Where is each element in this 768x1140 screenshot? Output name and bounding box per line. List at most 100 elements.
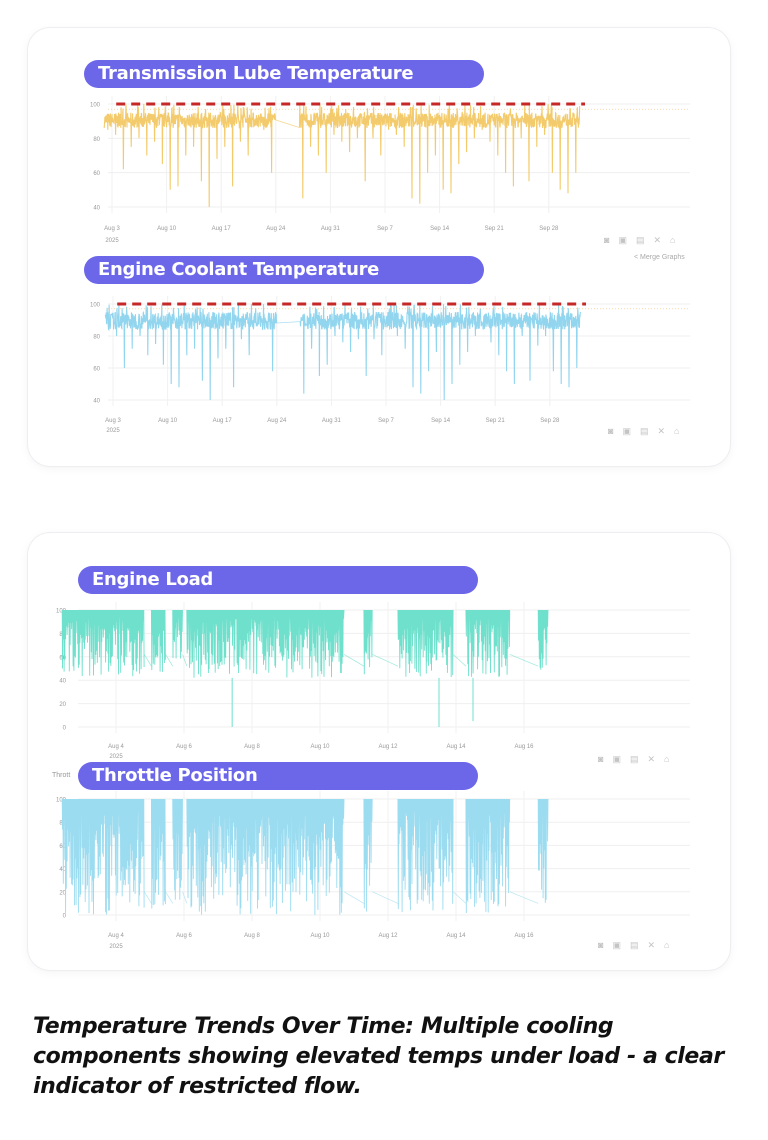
y-tick-label: 60 xyxy=(93,367,100,373)
series-gap-line xyxy=(144,654,152,667)
zoom-icon[interactable]: ▣ xyxy=(612,940,621,950)
x-tick-label: Aug 8 xyxy=(244,933,260,939)
series-gap-line xyxy=(452,891,467,904)
autoscale-icon[interactable]: ▤ xyxy=(635,235,645,245)
series-line xyxy=(150,798,166,909)
camera-icon[interactable]: ◙ xyxy=(598,940,604,950)
series-gap-line xyxy=(165,654,173,667)
series-gap-line xyxy=(182,891,188,904)
x-tick-label: Aug 14 xyxy=(446,744,466,750)
reset-icon[interactable]: ✕ xyxy=(647,754,656,764)
x-tick-label: Aug 6 xyxy=(176,933,192,939)
throttle-axis-title: Thrott xyxy=(52,772,71,779)
series-line xyxy=(172,798,183,900)
x-tick-label: Sep 14 xyxy=(430,226,450,232)
series-line xyxy=(61,798,145,915)
chart-title-throttle: Throttle Position xyxy=(78,762,478,790)
home-icon[interactable]: ⌂ xyxy=(664,754,670,764)
chart-title-engine-load: Engine Load xyxy=(78,566,478,594)
series-line xyxy=(363,798,373,912)
temperature-card xyxy=(28,28,730,466)
y-tick-label: 40 xyxy=(93,399,100,405)
merge-graphs-label: Merge Graphs xyxy=(640,254,685,261)
x-tick-label: Aug 31 xyxy=(321,226,341,232)
reset-icon[interactable]: ✕ xyxy=(653,235,662,245)
x-tick-label: Sep 21 xyxy=(485,226,505,232)
camera-icon[interactable]: ◙ xyxy=(598,754,604,764)
series-line xyxy=(298,104,581,204)
x-tick-label: Sep 7 xyxy=(378,418,394,424)
autoscale-icon[interactable]: ▤ xyxy=(629,940,639,950)
reset-icon[interactable]: ✕ xyxy=(647,940,656,950)
merge-graphs-button[interactable]: < Merge Graphs xyxy=(634,254,685,261)
figure-caption: Temperature Trends Over Time: Multiple c… xyxy=(33,1014,724,1099)
x-tick-label: Aug 14 xyxy=(446,933,466,939)
zoom-icon[interactable]: ▣ xyxy=(622,426,631,436)
y-tick-label: 100 xyxy=(90,103,101,109)
chart-toolbar: ◙ ▣ ▤ ✕ ⌂ xyxy=(598,754,669,765)
zoom-icon[interactable]: ▣ xyxy=(612,754,621,764)
series-line xyxy=(537,609,549,670)
x-tick-label: Aug 17 xyxy=(213,418,233,424)
y-tick-label: 100 xyxy=(56,798,67,804)
x-year-label: 2025 xyxy=(109,754,123,760)
series-line xyxy=(537,798,549,903)
x-tick-label: Aug 3 xyxy=(104,226,120,232)
x-tick-label: Aug 17 xyxy=(212,226,232,232)
x-tick-label: Aug 10 xyxy=(157,226,177,232)
zoom-icon[interactable]: ▣ xyxy=(618,235,627,245)
x-tick-label: Aug 10 xyxy=(158,418,178,424)
home-icon[interactable]: ⌂ xyxy=(674,426,680,436)
home-icon[interactable]: ⌂ xyxy=(664,940,670,950)
series-gap-line xyxy=(372,654,399,667)
x-tick-label: Aug 12 xyxy=(378,744,398,750)
series-line xyxy=(61,609,145,677)
series-line xyxy=(186,609,345,678)
x-tick-label: Aug 3 xyxy=(105,418,121,424)
x-tick-label: Sep 28 xyxy=(539,226,559,232)
x-tick-label: Aug 24 xyxy=(266,226,286,232)
y-tick-label: 80 xyxy=(93,137,100,143)
series-line xyxy=(186,798,345,916)
series-line xyxy=(103,103,277,208)
x-tick-label: Aug 24 xyxy=(267,418,287,424)
y-tick-label: 20 xyxy=(59,890,66,896)
reset-icon[interactable]: ✕ xyxy=(657,426,666,436)
y-tick-label: 0 xyxy=(63,914,67,920)
x-tick-label: Sep 21 xyxy=(486,418,506,424)
x-tick-label: Aug 6 xyxy=(176,744,192,750)
series-gap-line xyxy=(509,891,539,904)
x-tick-label: Sep 14 xyxy=(431,418,451,424)
camera-icon[interactable]: ◙ xyxy=(608,426,614,436)
y-tick-label: 100 xyxy=(56,609,67,615)
series-line xyxy=(465,798,511,914)
chart-toolbar: ◙ ▣ ▤ ✕ ⌂ xyxy=(598,940,669,951)
load-card xyxy=(28,533,730,970)
series-gap-line xyxy=(343,654,365,667)
series-line xyxy=(104,304,278,401)
x-tick-label: Sep 7 xyxy=(377,226,393,232)
series-gap-line xyxy=(144,891,152,904)
x-tick-label: Aug 10 xyxy=(310,933,330,939)
transmission-temp-chart: 100 80 60 40 Aug 3 2025 Aug 10 Aug 17 Aug 24 Aug … xyxy=(90,96,690,244)
series-gap-line xyxy=(165,891,173,904)
series-line xyxy=(172,609,183,659)
camera-icon[interactable]: ◙ xyxy=(604,235,610,245)
x-tick-label: Aug 16 xyxy=(514,933,534,939)
x-tick-label: Aug 31 xyxy=(322,418,342,424)
autoscale-icon[interactable]: ▤ xyxy=(629,754,639,764)
y-tick-label: 20 xyxy=(59,702,66,708)
chart-title-transmission: Transmission Lube Temperature xyxy=(84,60,484,88)
series-gap-line xyxy=(452,654,467,667)
series-line xyxy=(299,304,582,401)
x-tick-label: Sep 28 xyxy=(540,418,560,424)
autoscale-icon[interactable]: ▤ xyxy=(639,426,649,436)
series-gap-line xyxy=(343,891,365,904)
series-gap-line xyxy=(509,654,539,667)
y-tick-label: 40 xyxy=(93,206,100,212)
chart-toolbar: ◙ ▣ ▤ ✕ ⌂ xyxy=(608,426,679,437)
home-icon[interactable]: ⌂ xyxy=(670,235,676,245)
x-tick-label: Aug 12 xyxy=(378,933,398,939)
